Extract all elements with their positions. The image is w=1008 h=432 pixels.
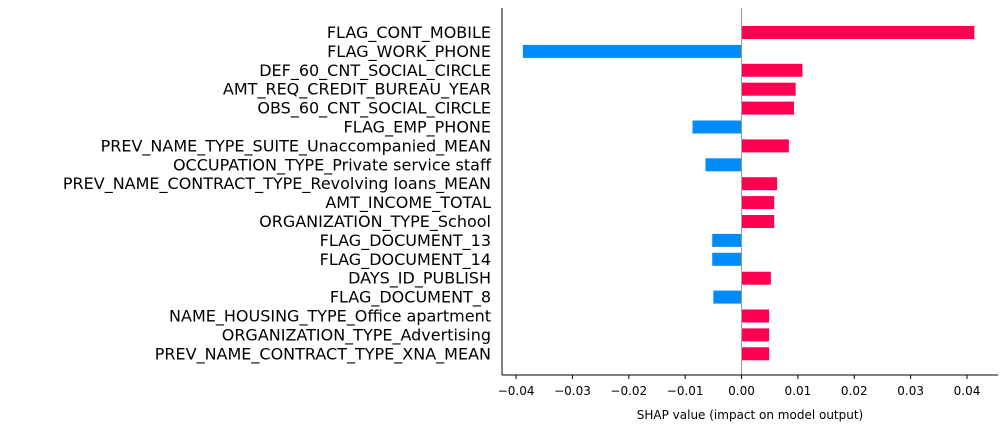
feature-label-14: FLAG_DOCUMENT_8	[330, 288, 491, 308]
bar-17	[741, 347, 770, 361]
bar-5	[692, 120, 742, 134]
feature-label-5: FLAG_EMP_PHONE	[344, 118, 491, 138]
bar-7	[705, 158, 742, 172]
x-tick-label-5: 0.01	[785, 384, 812, 398]
feature-label-0: FLAG_CONT_MOBILE	[327, 23, 491, 43]
bar-3	[741, 82, 796, 96]
bar-13	[741, 271, 771, 285]
x-tick-label-8: 0.04	[954, 384, 981, 398]
x-tick-label-6: 0.02	[841, 384, 868, 398]
bar-16	[741, 328, 770, 342]
feature-label-2: DEF_60_CNT_SOCIAL_CIRCLE	[259, 61, 491, 81]
x-tick-label-7: 0.03	[897, 384, 924, 398]
feature-labels-group: FLAG_CONT_MOBILEFLAG_WORK_PHONEDEF_60_CN…	[63, 23, 492, 364]
feature-label-12: FLAG_DOCUMENT_14	[320, 250, 491, 270]
x-tick-label-0: −0.04	[498, 384, 535, 398]
feature-label-16: ORGANIZATION_TYPE_Advertising	[222, 325, 491, 345]
feature-label-6: PREV_NAME_TYPE_SUITE_Unaccompanied_MEAN	[101, 136, 491, 156]
bar-12	[712, 252, 742, 266]
x-tick-label-1: −0.03	[554, 384, 591, 398]
bar-9	[741, 196, 775, 210]
x-axis-label: SHAP value (impact on model output)	[637, 408, 864, 422]
bar-2	[741, 63, 803, 77]
feature-label-3: AMT_REQ_CREDIT_BUREAU_YEAR	[223, 80, 491, 100]
bar-6	[741, 139, 789, 153]
feature-label-17: PREV_NAME_CONTRACT_TYPE_XNA_MEAN	[155, 344, 491, 364]
x-tick-label-4: 0.00	[728, 384, 755, 398]
x-tick-label-3: −0.01	[667, 384, 704, 398]
feature-label-7: OCCUPATION_TYPE_Private service staff	[173, 155, 492, 175]
bars-group	[522, 26, 975, 361]
feature-label-9: AMT_INCOME_TOTAL	[325, 193, 491, 213]
feature-label-8: PREV_NAME_CONTRACT_TYPE_Revolving loans_…	[63, 174, 491, 194]
feature-label-1: FLAG_WORK_PHONE	[327, 42, 491, 62]
bar-8	[741, 177, 778, 191]
x-axis-ticks-group: −0.04 −0.03 −0.02 −0.01 0.00 0.01 0.02 0.03 0.04	[498, 375, 981, 398]
feature-label-4: OBS_60_CNT_SOCIAL_CIRCLE	[257, 99, 491, 119]
bar-10	[741, 215, 775, 228]
bar-14	[713, 290, 742, 304]
x-tick-label-2: −0.02	[610, 384, 647, 398]
bar-0	[741, 26, 975, 39]
bar-4	[741, 101, 794, 115]
feature-label-13: DAYS_ID_PUBLISH	[348, 269, 491, 289]
feature-label-15: NAME_HOUSING_TYPE_Office apartment	[169, 307, 491, 327]
bar-1	[522, 44, 742, 58]
feature-label-10: ORGANIZATION_TYPE_School	[259, 212, 491, 232]
feature-label-11: FLAG_DOCUMENT_13	[320, 231, 491, 251]
bar-11	[712, 233, 742, 247]
bar-15	[741, 309, 770, 323]
